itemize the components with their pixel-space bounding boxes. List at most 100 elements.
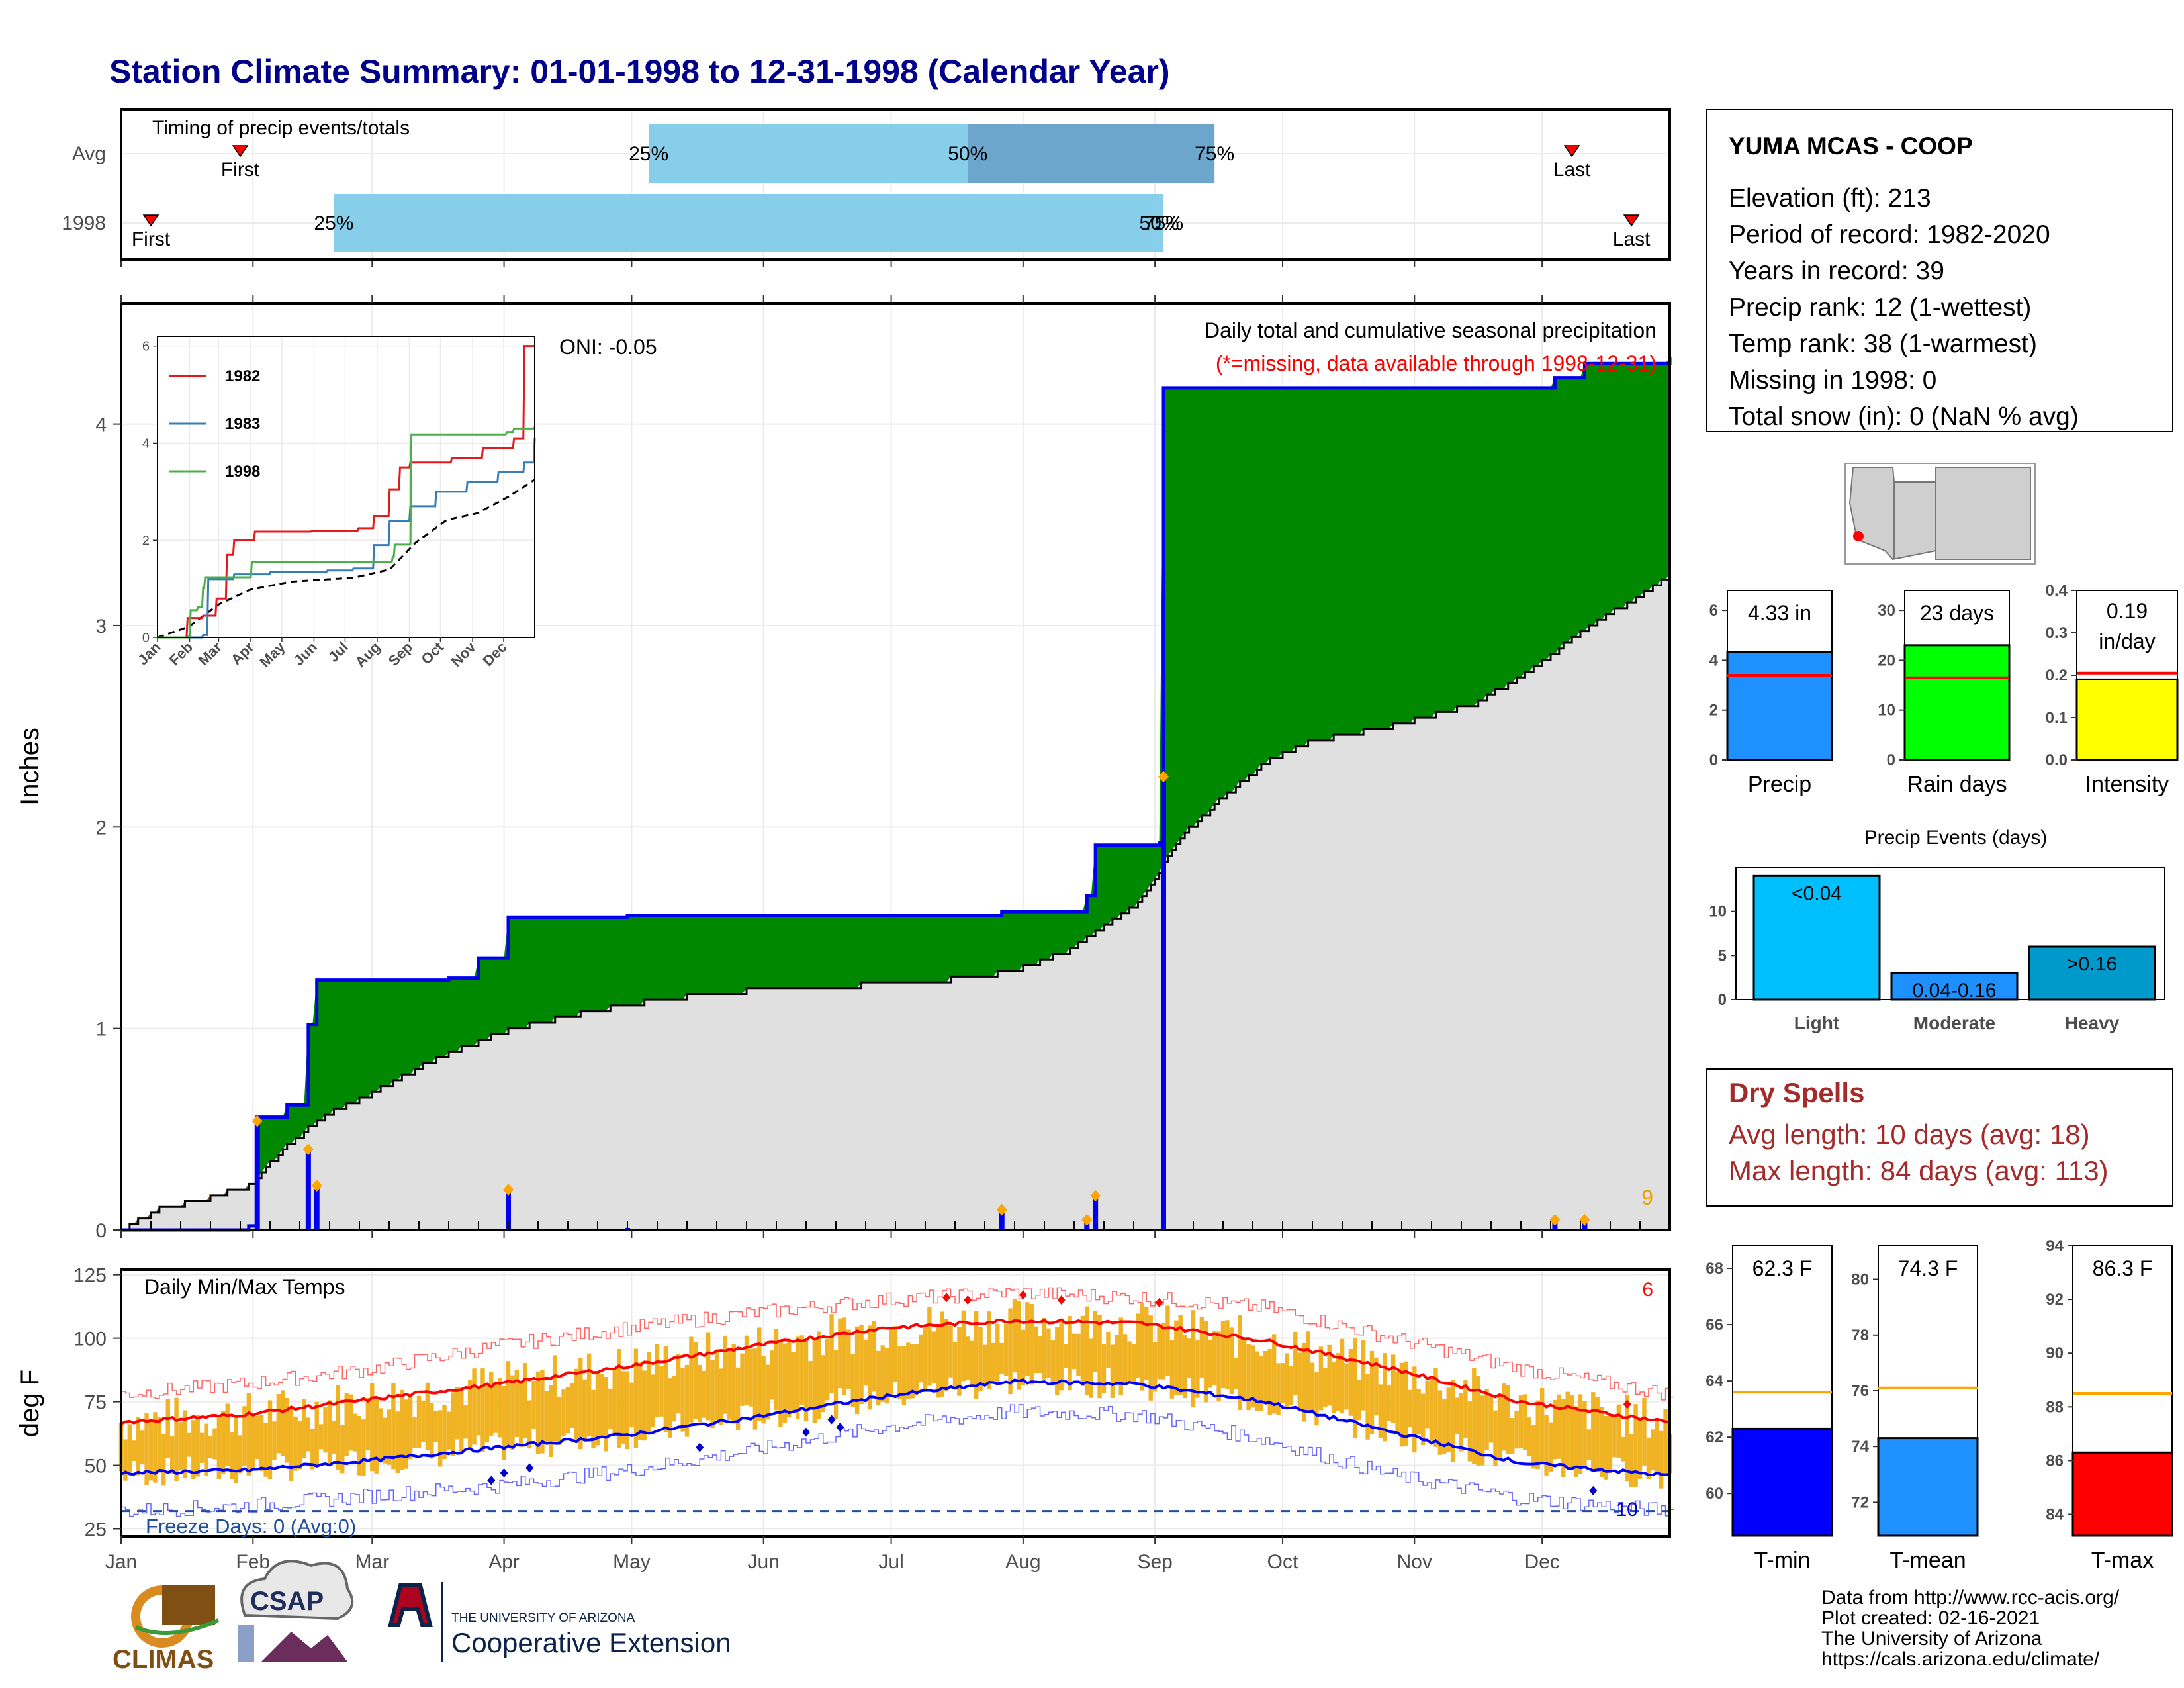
temp-daily-bar — [774, 1328, 779, 1411]
temp-daily-bar — [744, 1335, 749, 1405]
precip-summary-1-y-tick-label: 10 — [1878, 702, 1895, 720]
temp-daily-bar — [1115, 1335, 1119, 1382]
timing-percentile-label: 50% — [948, 143, 987, 165]
temp-daily-bar — [1510, 1418, 1515, 1454]
footer-plot-created: Plot created: 02-16-2021 — [1821, 1607, 2040, 1629]
timing-marker-label: Last — [1553, 159, 1591, 181]
temp-daily-bar — [178, 1422, 183, 1470]
temp-summary-1-y-tick-label: 72 — [1851, 1493, 1869, 1511]
timing-bar-q1 — [334, 194, 1160, 252]
temp-daily-bar — [332, 1421, 336, 1454]
precip-1998-cumulative-line — [121, 357, 1672, 1232]
station-line-precip-rank: Precip rank: 12 (1-wettest) — [1729, 293, 2031, 322]
precip-event-marker-icon — [1579, 1213, 1590, 1226]
csap-cloud-icon — [240, 1560, 354, 1620]
temp-daily-bar — [1663, 1409, 1668, 1476]
events-bar — [1890, 972, 2019, 1001]
inset-y-tick-label: 2 — [142, 534, 150, 548]
precip-y-tick-label: 3 — [95, 616, 107, 637]
temp-daily-bar — [1046, 1328, 1051, 1379]
temp-daily-bar — [578, 1357, 583, 1450]
precip-summary-2-category-label: Intensity — [2085, 772, 2169, 797]
temp-daily-bar — [684, 1364, 690, 1437]
temp-record-low-marker-icon — [1589, 1485, 1598, 1495]
ua-name: THE UNIVERSITY OF ARIZONA — [451, 1611, 635, 1625]
temp-summary-2-y-tick-label: 94 — [2046, 1237, 2064, 1255]
temp-daily-bar — [1323, 1368, 1328, 1407]
temp-daily-bar — [825, 1338, 830, 1401]
temp-x-tick-label: Mar — [355, 1551, 389, 1573]
temp-daily-bar — [770, 1350, 774, 1400]
temp-daily-bar — [655, 1343, 660, 1417]
temp-daily-bar — [455, 1387, 460, 1440]
temp-daily-bar — [868, 1325, 872, 1410]
temp-daily-bar — [821, 1355, 825, 1413]
temp-daily-bar — [489, 1372, 494, 1436]
temp-daily-bar — [451, 1392, 455, 1456]
timing-panel: Timing of precip events/totals Avg 1998 … — [62, 108, 1671, 267]
temp-daily-bar — [1625, 1394, 1629, 1482]
temp-daily-bar — [480, 1368, 485, 1452]
temp-summary-1-y-tick-label: 78 — [1851, 1327, 1869, 1344]
temp-daily-bar — [1293, 1331, 1298, 1395]
climas-plant-icon — [134, 1618, 220, 1635]
temp-daily-bar — [889, 1327, 893, 1395]
ua-extension: Cooperative Extension — [451, 1627, 731, 1658]
temp-record-low-marker-icon — [802, 1427, 810, 1437]
temp-daily-bar — [1553, 1399, 1557, 1460]
temp-daily-bar — [1140, 1303, 1145, 1391]
temp-summary-2-category-label: T-max — [2091, 1548, 2154, 1573]
temp-daily-bar — [659, 1366, 664, 1417]
temp-daily-bar — [680, 1368, 685, 1432]
temp-y-axis: 25 50 75 100 125 — [73, 1265, 121, 1540]
temp-daily-bar — [1497, 1395, 1502, 1460]
temp-daily-bar — [1548, 1422, 1553, 1472]
temp-daily-bar — [1174, 1320, 1179, 1396]
timing-percentile-label: 75% — [1195, 143, 1234, 165]
temp-daily-bar — [940, 1311, 944, 1397]
temp-daily-bar — [527, 1400, 532, 1449]
temp-x-axis: Jan Feb Mar Apr May Jun Jul Aug Sep Oct Nov Dec — [105, 1536, 1560, 1573]
temp-daily-bar — [1378, 1384, 1383, 1438]
precip-summary-1-y-tick-label: 0 — [1887, 751, 1895, 769]
temp-daily-bar — [565, 1386, 570, 1434]
temp-daily-bar — [378, 1408, 383, 1460]
events-y-tick-label: 10 — [1709, 903, 1727, 921]
temp-daily-bar — [931, 1331, 936, 1383]
temp-daily-bar — [1229, 1327, 1234, 1395]
temp-daily-bar — [1484, 1389, 1489, 1450]
temp-daily-bar — [161, 1434, 166, 1486]
precip-summary-2-y-tick-label: 0.4 — [2046, 582, 2068, 600]
temp-daily-bar — [1089, 1338, 1093, 1398]
temp-daily-bar — [1029, 1304, 1034, 1385]
precip-surplus-area — [121, 357, 1670, 1231]
temp-daily-bar — [799, 1335, 804, 1405]
temp-daily-bar — [234, 1417, 238, 1483]
temp-daily-bar — [183, 1410, 187, 1479]
map-states-shape — [1848, 467, 2031, 561]
station-line-missing: Missing in 1998: 0 — [1729, 366, 1936, 395]
temp-daily-bar — [302, 1399, 306, 1459]
ua-block-a-icon — [388, 1583, 433, 1627]
temp-daily-bar — [1595, 1397, 1600, 1472]
temp-daily-bar — [1591, 1392, 1596, 1472]
climas-wordmark: CLIMAS — [113, 1645, 214, 1674]
temp-daily-bar — [705, 1332, 711, 1421]
temp-daily-bar — [999, 1342, 1004, 1374]
timing-marker-icon — [142, 214, 159, 227]
temp-daily-bar — [952, 1341, 958, 1389]
temp-daily-bar — [549, 1385, 553, 1458]
temp-daily-bar — [854, 1326, 860, 1415]
temp-daily-bar — [1621, 1436, 1625, 1462]
events-category-label: Light — [1794, 1013, 1839, 1033]
temp-daily-bar — [633, 1348, 639, 1448]
temp-daily-bar — [531, 1380, 536, 1429]
precip-y-axis-title: Inches — [15, 727, 44, 806]
temp-daily-bar — [1574, 1406, 1578, 1477]
temp-daily-bar — [1208, 1340, 1212, 1388]
timing-percentile-label: 75% — [1144, 212, 1183, 234]
precip-summary-0-value-bar — [1726, 651, 1833, 761]
temp-daily-bar — [731, 1344, 736, 1424]
temp-daily-bar — [467, 1380, 473, 1451]
precip-panel-title: Daily total and cumulative seasonal prec… — [1205, 318, 1657, 342]
